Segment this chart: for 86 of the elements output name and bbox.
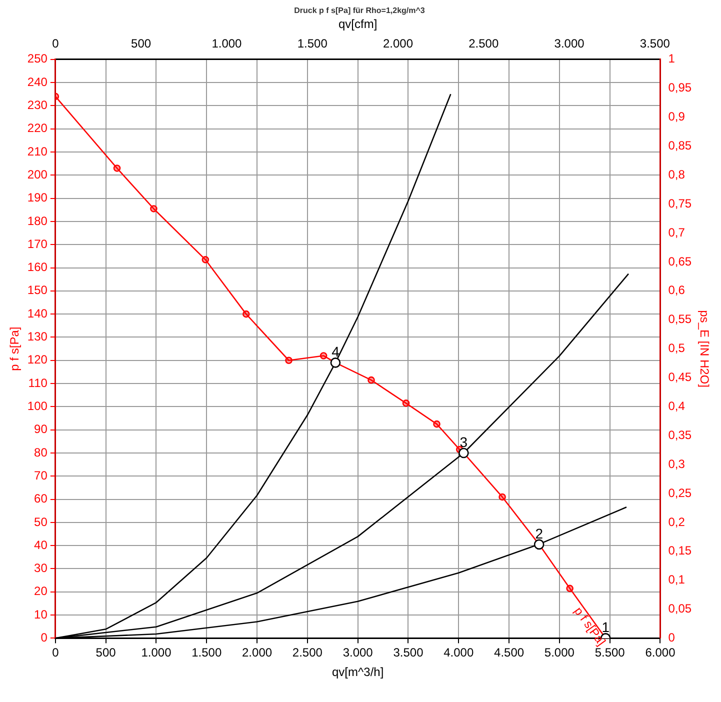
y2-tick-label: 0,35: [668, 428, 692, 442]
x-tick-label: 2.500: [292, 646, 323, 660]
point: [113, 164, 121, 172]
y2-tick-label: 0,85: [668, 138, 692, 153]
x-tick-label: 3.500: [393, 646, 424, 660]
y-tick-label: 150: [27, 283, 48, 298]
annotation: 3: [460, 434, 468, 450]
x2-tick-label: 1.000: [212, 36, 242, 51]
point: [242, 310, 250, 318]
x2-tick-label: 3.500: [640, 36, 670, 51]
y-tick-label: 160: [27, 260, 48, 274]
x2-tick-label: 500: [131, 36, 152, 51]
y-tick-label: 230: [27, 98, 48, 112]
x2-tick-label: 1.500: [297, 36, 328, 51]
y-tick-label: 110: [28, 376, 48, 390]
x-tick-label: 1.500: [192, 646, 222, 660]
point: [368, 376, 375, 384]
y-tick-label: 0: [40, 630, 48, 645]
y2-tick-label: 0,75: [668, 196, 692, 210]
point: [433, 420, 440, 428]
y2-tick-label: 0: [668, 630, 676, 645]
y2-tick-label: 0,3: [668, 456, 686, 471]
annotation: 2: [535, 525, 544, 542]
y2-tick-label: 0,5: [668, 341, 686, 356]
x-tick-label: 500: [96, 646, 116, 660]
point: [402, 400, 410, 407]
chart-title: Druck p f s[Pa] für Rho=1,2kg/m^3: [294, 6, 426, 16]
x-tick-label: 5.000: [544, 646, 575, 660]
x-axis-title: qv[m^3/h]: [332, 665, 384, 680]
y-tick-label: 90: [34, 422, 48, 436]
x-tick-label: 1.000: [141, 646, 172, 660]
y2-tick-label: 0,2: [668, 514, 686, 529]
x2-tick-label: 2.000: [382, 36, 414, 51]
y-axis-title: p f s[Pa]: [8, 326, 22, 371]
y2-tick-label: 0,25: [668, 486, 692, 500]
y-tick-label: 220: [27, 121, 48, 136]
y-tick-label: 140: [27, 306, 48, 320]
y-tick-label: 10: [34, 607, 48, 622]
y-tick-label: 30: [34, 561, 48, 576]
point: [202, 256, 210, 264]
point: [566, 584, 574, 592]
x-tick-label: 2.000: [242, 646, 272, 660]
y-tick-label: 180: [27, 214, 48, 228]
point: [320, 352, 328, 360]
y-tick-label: 170: [27, 236, 48, 251]
y2-tick-label: 0,1: [668, 572, 686, 587]
y-tick-label: 190: [27, 190, 48, 205]
y-tick-label: 70: [34, 468, 48, 482]
x-tick-label: 4.500: [494, 646, 524, 660]
y2-tick-label: 0,8: [668, 167, 686, 182]
y2-axis-title: ps_E [IN H2O]: [697, 310, 712, 388]
x-tick-label: 0: [52, 646, 60, 660]
y2-tick-label: 0,95: [668, 80, 692, 95]
x2-tick-label: 0: [52, 36, 60, 51]
y2-tick-label: 0,4: [668, 398, 686, 413]
x2-tick-label: 3.000: [554, 36, 585, 51]
x-tick-label: 4.000: [444, 646, 474, 660]
y-tick-label: 200: [27, 167, 48, 182]
point: [285, 356, 292, 364]
y-tick-label: 210: [27, 144, 48, 158]
y2-tick-label: 0,6: [668, 283, 686, 298]
y2-tick-label: 0,15: [668, 544, 692, 558]
y2-tick-label: 0,55: [668, 312, 692, 326]
x2-tick-label: 2.500: [468, 36, 499, 51]
y2-tick-label: 0,45: [668, 370, 692, 384]
y2-tick-label: 0,7: [668, 225, 686, 240]
y2-tick-label: 0,9: [668, 110, 686, 124]
x2-axis-title: qv[cfm]: [338, 17, 378, 32]
y-tick-label: 100: [27, 398, 48, 413]
y-tick-label: 130: [27, 330, 48, 344]
y-tick-label: 50: [34, 514, 48, 529]
y-tick-label: 240: [27, 74, 48, 89]
x-tick-label: 3.000: [342, 646, 374, 660]
y-tick-label: 40: [34, 538, 48, 552]
y-tick-label: 20: [34, 584, 48, 598]
y2-tick-label: 1: [668, 52, 676, 66]
y-tick-label: 250: [27, 52, 48, 66]
y2-tick-label: 0,65: [668, 254, 692, 268]
point: [498, 493, 506, 501]
y-tick-label: 120: [27, 352, 48, 367]
y-tick-label: 60: [34, 492, 48, 506]
y-tick-label: 80: [34, 445, 48, 460]
annotation: 4: [332, 344, 340, 360]
y2-tick-label: 0,05: [668, 602, 692, 616]
point: [150, 205, 158, 212]
x-tick-label: 6.000: [645, 646, 676, 660]
